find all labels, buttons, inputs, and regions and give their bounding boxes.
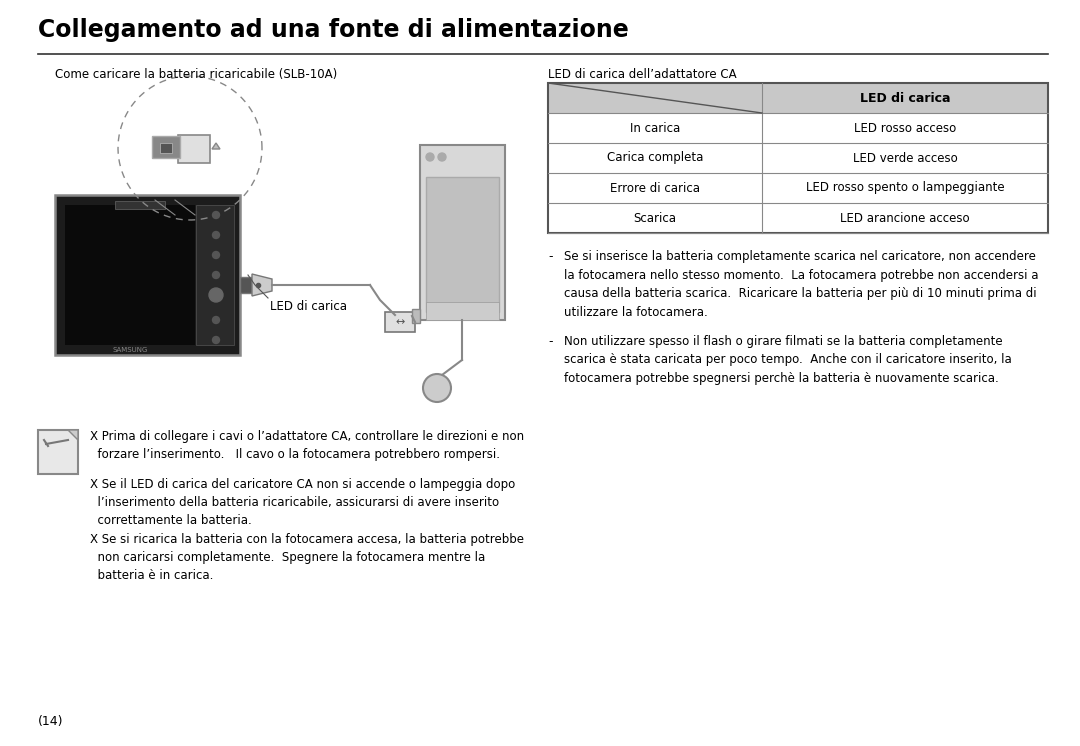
Bar: [240, 277, 252, 293]
Text: Se si inserisce la batteria completamente scarica nel caricatore, non accendere
: Se si inserisce la batteria completament…: [564, 250, 1039, 319]
Text: Collegamento ad una fonte di alimentazione: Collegamento ad una fonte di alimentazio…: [38, 18, 629, 42]
Bar: [65, 205, 195, 345]
Text: In carica: In carica: [630, 122, 680, 134]
Bar: [178, 135, 210, 163]
Polygon shape: [212, 143, 220, 149]
Text: LED verde acceso: LED verde acceso: [852, 151, 957, 165]
Polygon shape: [68, 430, 78, 440]
Circle shape: [213, 272, 219, 278]
Bar: [762, 83, 1048, 113]
Text: X Se si ricarica la batteria con la fotocamera accesa, la batteria potrebbe
  no: X Se si ricarica la batteria con la foto…: [90, 533, 524, 582]
Text: -: -: [548, 335, 553, 348]
Text: Non utilizzare spesso il flash o girare filmati se la batteria completamente
sca: Non utilizzare spesso il flash o girare …: [564, 335, 1012, 385]
Text: SAMSUNG: SAMSUNG: [112, 347, 148, 353]
Bar: [430, 386, 434, 396]
Bar: [426, 302, 499, 320]
Bar: [548, 83, 1048, 233]
Bar: [420, 145, 505, 320]
Text: LED di carica: LED di carica: [270, 300, 347, 313]
Text: X Se il LED di carica del caricatore CA non si accende o lampeggia dopo
  l’inse: X Se il LED di carica del caricatore CA …: [90, 478, 515, 527]
Bar: [440, 386, 444, 396]
Bar: [55, 195, 240, 355]
Text: X Prima di collegare i cavi o l’adattatore CA, controllare le direzioni e non
  : X Prima di collegare i cavi o l’adattato…: [90, 430, 524, 461]
Text: LED arancione acceso: LED arancione acceso: [840, 212, 970, 225]
Bar: [160, 143, 172, 153]
Circle shape: [213, 251, 219, 259]
Text: LED rosso acceso: LED rosso acceso: [854, 122, 956, 134]
Bar: [114, 201, 165, 209]
Circle shape: [210, 288, 222, 302]
Text: ↔: ↔: [395, 317, 405, 327]
Text: LED rosso spento o lampeggiante: LED rosso spento o lampeggiante: [806, 181, 1004, 195]
Bar: [384, 312, 415, 332]
Text: LED di carica dell’adattatore CA: LED di carica dell’adattatore CA: [548, 68, 737, 81]
Text: Errore di carica: Errore di carica: [610, 181, 700, 195]
Text: Scarica: Scarica: [634, 212, 676, 225]
Text: LED di carica: LED di carica: [860, 92, 950, 104]
Bar: [426, 177, 499, 312]
Bar: [38, 430, 78, 474]
Circle shape: [213, 212, 219, 219]
Circle shape: [213, 231, 219, 239]
Bar: [411, 309, 420, 323]
Text: Come caricare la batteria ricaricabile (SLB-10A): Come caricare la batteria ricaricabile (…: [55, 68, 337, 81]
Text: Carica completa: Carica completa: [607, 151, 703, 165]
Bar: [548, 83, 762, 113]
Circle shape: [213, 316, 219, 324]
Bar: [152, 136, 180, 158]
Circle shape: [213, 336, 219, 343]
Polygon shape: [252, 274, 272, 296]
Text: -: -: [548, 250, 553, 263]
Circle shape: [423, 374, 451, 402]
Circle shape: [426, 153, 434, 161]
Circle shape: [438, 153, 446, 161]
Bar: [195, 205, 234, 345]
Text: (14): (14): [38, 715, 64, 728]
